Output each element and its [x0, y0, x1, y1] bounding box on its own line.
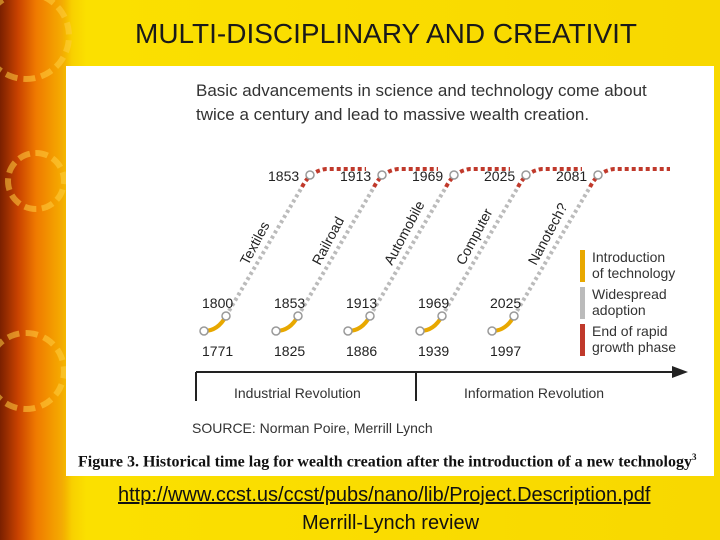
wave-start-point — [199, 326, 209, 336]
wave-start-year: 1939 — [418, 343, 449, 359]
slide-title: MULTI-DISCIPLINARY AND CREATIVIT — [135, 18, 638, 49]
wave-adoption-point — [509, 311, 519, 321]
wave-adoption-point — [221, 311, 231, 321]
wave-end-year: 2081 — [556, 168, 587, 184]
wave-adoption-point — [293, 311, 303, 321]
wave-end-point — [593, 170, 603, 180]
gear-icon — [5, 150, 67, 212]
gear-icon — [0, 330, 67, 412]
wave-adoption-segment — [368, 185, 448, 318]
legend-swatch — [580, 250, 585, 282]
era-label-information: Information Revolution — [464, 385, 604, 401]
wave-end-point — [305, 170, 315, 180]
wave-adoption-year: 1913 — [346, 295, 377, 311]
legend-label: adoption — [592, 302, 646, 318]
wave-start-point — [487, 326, 497, 336]
wave-end-year: 1853 — [268, 168, 299, 184]
wave-end-point — [521, 170, 531, 180]
era-label-industrial: Industrial Revolution — [234, 385, 361, 401]
legend-label: of technology — [592, 265, 675, 281]
figure-headline-2: twice a century and lead to massive weal… — [196, 105, 589, 124]
wave-adoption-segment — [440, 185, 520, 318]
gear-icon — [0, 0, 72, 82]
wave-start-point — [415, 326, 425, 336]
wave-adoption-segment — [224, 185, 304, 318]
legend-label: Widespread — [592, 286, 667, 302]
wave-end-segment — [588, 167, 670, 188]
wave-name: Textiles — [237, 219, 273, 268]
wave-end-year: 2025 — [484, 168, 515, 184]
figure-panel: Basic advancements in science and techno… — [66, 66, 714, 476]
wave-adoption-point — [365, 311, 375, 321]
wave-start-year: 1825 — [274, 343, 305, 359]
wave-start-point — [271, 326, 281, 336]
wave-adoption-segment — [512, 185, 592, 318]
legend-label: growth phase — [592, 339, 676, 355]
wave-adoption-year: 1853 — [274, 295, 305, 311]
legend-label: End of rapid — [592, 323, 668, 339]
wave-diagram: Basic advancements in science and techno… — [192, 81, 688, 436]
wave-end-point — [449, 170, 459, 180]
wave-end-year: 1969 — [412, 168, 443, 184]
source-link[interactable]: http://www.ccst.us/ccst/pubs/nano/lib/Pr… — [118, 484, 651, 506]
wave-adoption-segment — [296, 185, 376, 318]
figure-caption-text: Figure 3. Historical time lag for wealth… — [78, 453, 692, 471]
wave-adoption-point — [437, 311, 447, 321]
figure-source: SOURCE: Norman Poire, Merrill Lynch — [192, 420, 433, 436]
figure-headline-1: Basic advancements in science and techno… — [196, 81, 647, 100]
wave-adoption-year: 1800 — [202, 295, 233, 311]
wave-end-point — [377, 170, 387, 180]
caption-footnote: 3 — [691, 452, 697, 462]
wave-start-point — [343, 326, 353, 336]
wave-adoption-year: 2025 — [490, 295, 521, 311]
wave-start-year: 1771 — [202, 343, 233, 359]
timeline-arrowhead — [672, 366, 688, 378]
legend-swatch — [580, 287, 585, 319]
legend-swatch — [580, 324, 585, 356]
left-decor-strip — [0, 0, 60, 540]
wave-adoption-year: 1969 — [418, 295, 449, 311]
slide-subtitle: Merrill-Lynch review — [302, 512, 480, 534]
legend-label: Introduction — [592, 249, 665, 265]
wave-end-year: 1913 — [340, 168, 371, 184]
wave-start-year: 1997 — [490, 343, 521, 359]
wave-start-year: 1886 — [346, 343, 377, 359]
figure-caption: Figure 3. Historical time lag for wealth… — [78, 452, 696, 471]
